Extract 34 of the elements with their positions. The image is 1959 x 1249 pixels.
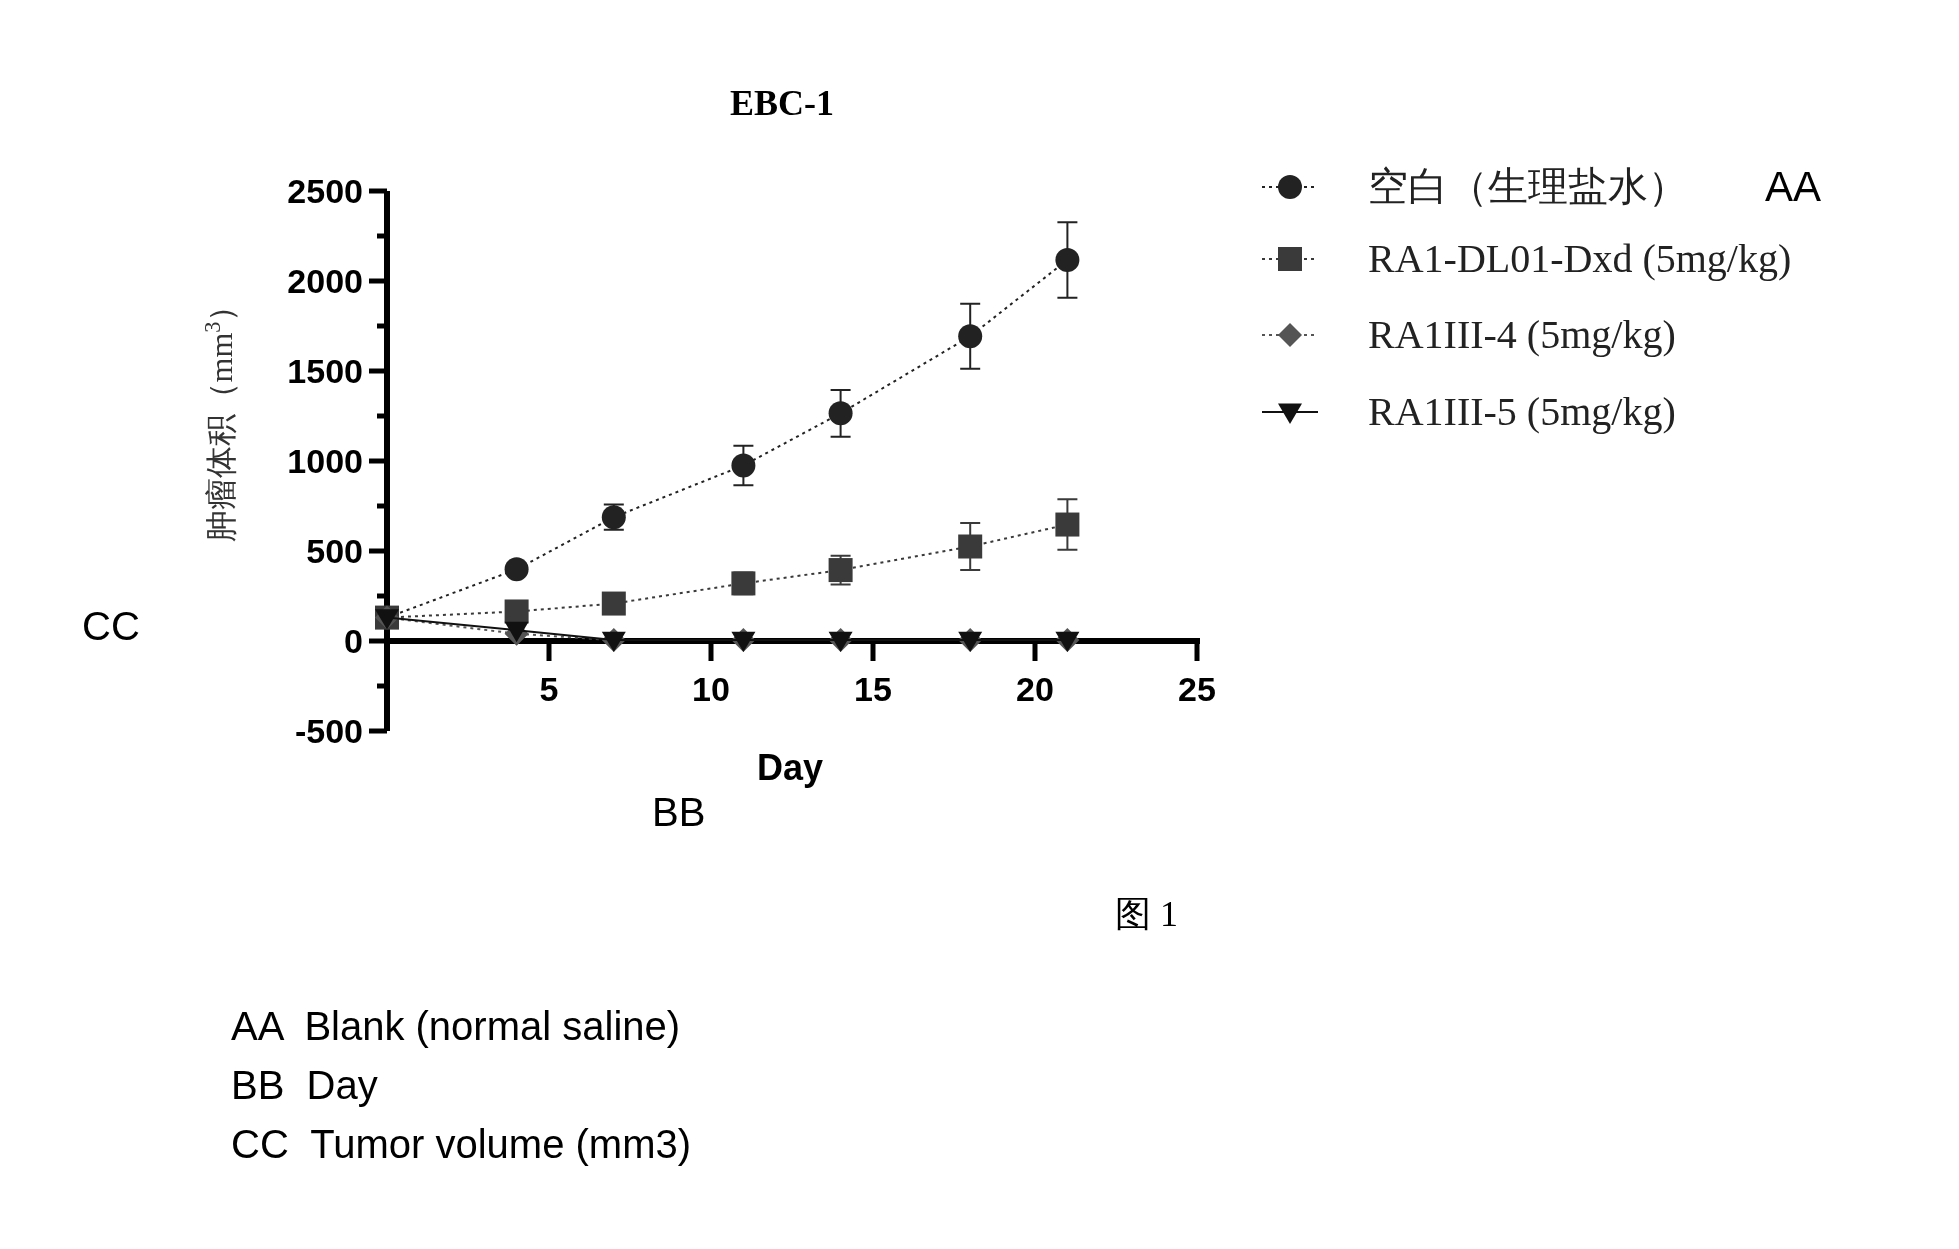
chart-title: EBC-1 [729, 83, 835, 123]
y-tick-label: 1500 [287, 352, 363, 390]
y-tick-label: 2500 [287, 172, 363, 210]
x-tick-label: 5 [539, 670, 559, 708]
y-tick-label: 2000 [287, 262, 363, 300]
point [1055, 247, 1080, 272]
caption: 图 1 [1115, 894, 1178, 934]
point [601, 591, 626, 616]
y-tick-label: 500 [306, 532, 363, 570]
x-axis-title: Day [756, 747, 824, 788]
x-tick-label: 25 [1178, 670, 1216, 708]
y-tick-label: 0 [344, 622, 363, 660]
x-tick-label: 15 [854, 670, 892, 708]
x-tick-label: 20 [1016, 670, 1054, 708]
point [504, 599, 529, 624]
text: AA [1765, 163, 1822, 210]
point [958, 534, 983, 559]
text: CC Tumor volume (mm3) [231, 1122, 692, 1166]
point [731, 453, 756, 478]
point [504, 557, 529, 582]
point [828, 401, 853, 426]
text: AA Blank (normal saline) [231, 1004, 681, 1048]
y-tick-label: -500 [294, 712, 363, 750]
legend-label: 空白（生理盐水） [1368, 164, 1688, 209]
point [1055, 512, 1080, 537]
legend-label: RA1-DL01-Dxd (5mg/kg) [1368, 236, 1792, 281]
legend-label: RA1III-5 (5mg/kg) [1368, 389, 1676, 434]
legend-label: RA1III-4 (5mg/kg) [1368, 312, 1676, 357]
text: CC [82, 604, 140, 648]
x-tick-label: 10 [692, 670, 730, 708]
y-tick-label: 1000 [287, 442, 363, 480]
point [958, 324, 983, 349]
text: BB [652, 790, 706, 834]
text: BB Day [231, 1063, 378, 1107]
